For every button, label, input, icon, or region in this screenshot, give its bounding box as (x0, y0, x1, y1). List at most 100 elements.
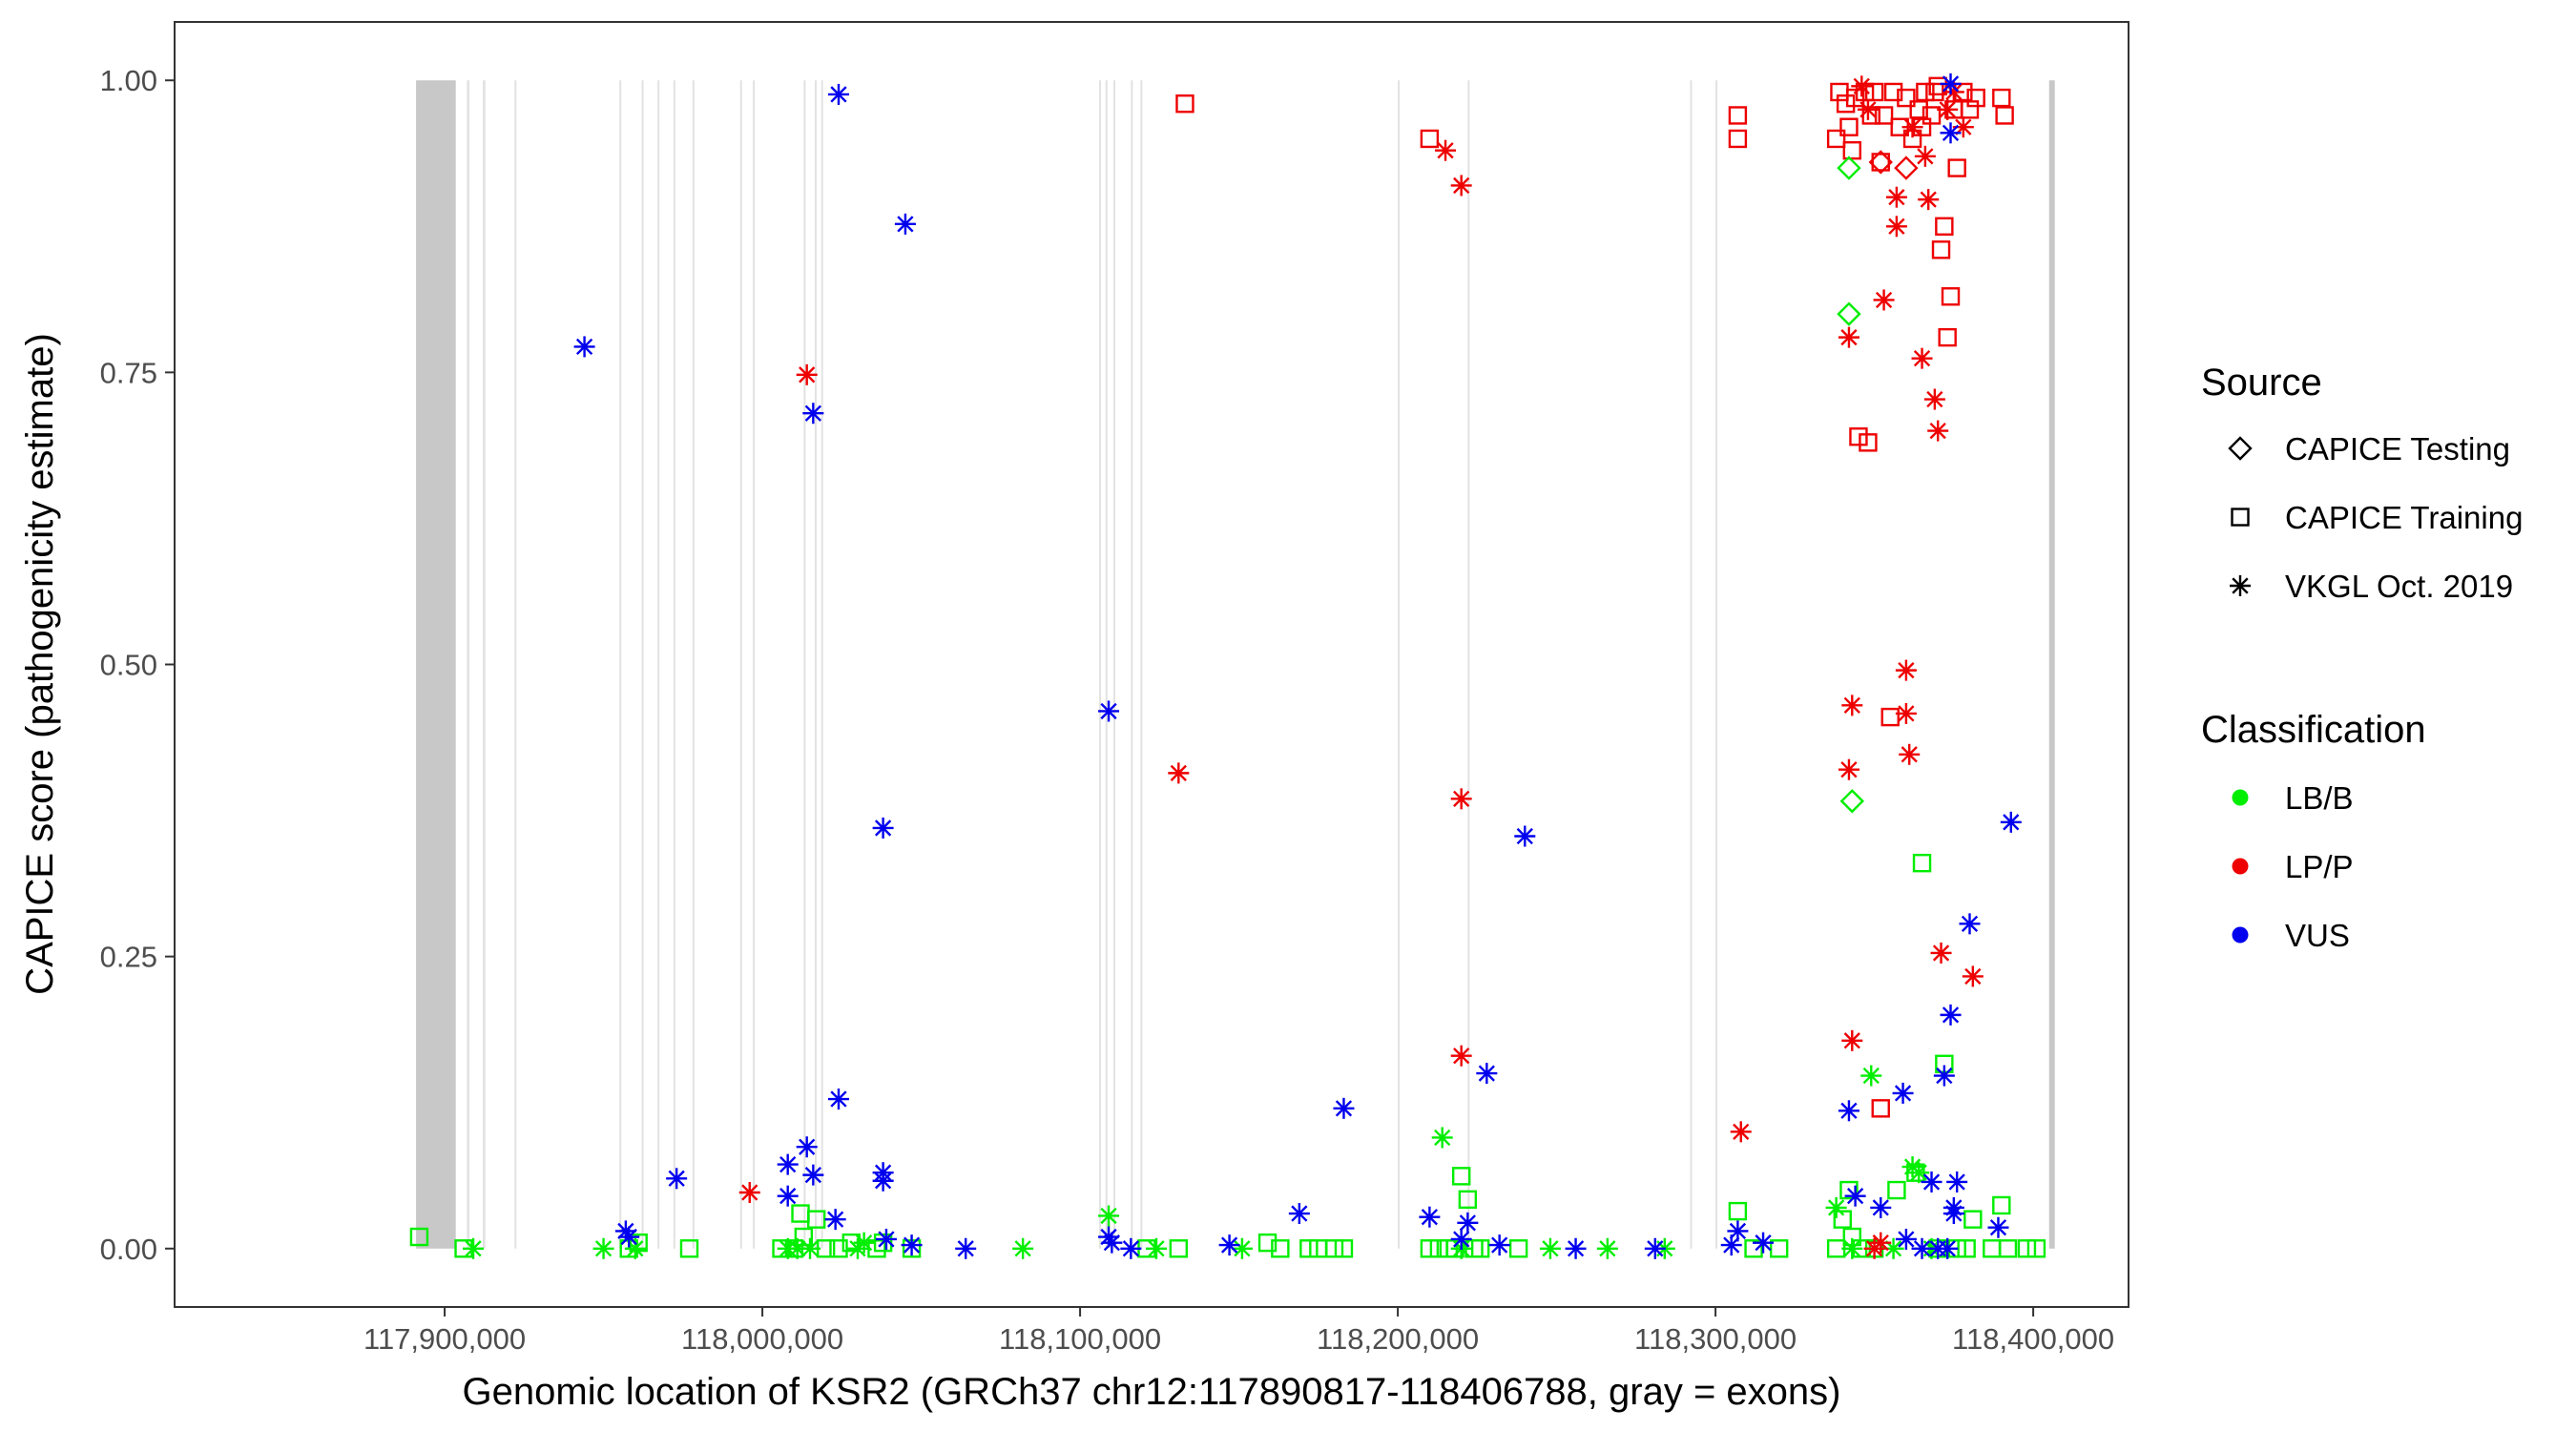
data-point (1450, 788, 1472, 810)
data-point (1837, 301, 1861, 326)
legend-classification-items: LB/B LP/P VUS (2232, 780, 2354, 953)
exon-band (1467, 80, 1470, 1249)
data-point (1931, 240, 1951, 259)
exon-band (2048, 80, 2055, 1249)
data-point (1168, 762, 1190, 784)
legend-source-label: CAPICE Testing (2285, 431, 2510, 467)
data-point (614, 1220, 636, 1242)
data-point (1962, 965, 1984, 987)
exon-band (657, 80, 660, 1249)
data-point (1271, 1239, 1290, 1258)
data-point (1098, 1205, 1120, 1227)
data-point (1324, 1239, 1344, 1258)
data-point (1728, 1201, 1748, 1221)
data-point (1098, 1226, 1120, 1248)
legend-class-label: LP/P (2285, 849, 2354, 884)
data-point (853, 1232, 875, 1254)
legend-classification-title: Classification (2201, 709, 2426, 751)
data-point (1450, 1228, 1472, 1250)
data-point (1960, 100, 1980, 119)
data-point (1992, 88, 2011, 108)
data-point (1946, 1171, 1968, 1192)
data-point (1218, 1234, 1240, 1256)
exon-band (1113, 80, 1116, 1249)
data-point (1841, 1237, 1863, 1259)
data-point (1998, 1239, 2018, 1258)
x-tick-label: 118,000,000 (681, 1322, 843, 1356)
data-point (1930, 942, 1952, 964)
data-point (1880, 707, 1900, 727)
data-point (2017, 1239, 2037, 1258)
data-point (1012, 1237, 1034, 1259)
data-point (1873, 289, 1895, 311)
data-point (1947, 158, 1966, 177)
data-point (1720, 1234, 1742, 1256)
data-point (1841, 695, 1863, 716)
legend-class-label: LB/B (2285, 780, 2354, 816)
data-point (824, 1209, 846, 1231)
data-point (1874, 106, 1894, 125)
data-point (2026, 1239, 2046, 1258)
x-tick-label: 118,200,000 (1317, 1322, 1479, 1356)
data-point (1923, 388, 1945, 410)
data-point (1895, 659, 1917, 681)
data-point (1914, 145, 1936, 167)
data-point (777, 1185, 799, 1207)
data-point (1120, 1237, 1142, 1259)
data-point (1514, 825, 1536, 847)
legend-source-items: CAPICE Testing CAPICE Training VKGL Oct. 2… (2228, 431, 2523, 604)
exon-band (483, 80, 486, 1249)
data-point (1868, 150, 1893, 175)
data-point (1450, 175, 1472, 197)
data-point (1488, 1234, 1510, 1256)
data-point (1476, 1063, 1498, 1085)
data-point (1935, 217, 1954, 236)
data-point (827, 83, 849, 105)
data-point (1435, 139, 1457, 161)
data-point (1728, 129, 1748, 149)
data-point (1940, 1004, 1962, 1026)
legend-source-key (2231, 508, 2250, 527)
data-point (796, 363, 818, 385)
data-point (1859, 433, 1878, 452)
x-axis-title: Genomic location of KSR2 (GRCh37 chr12:1… (463, 1371, 1841, 1413)
data-point (794, 1227, 814, 1247)
data-point (1101, 1232, 1123, 1254)
data-point (1957, 1239, 1976, 1258)
data-point (1826, 129, 1846, 149)
data-point (1921, 1171, 1942, 1192)
data-point (1333, 1097, 1355, 1119)
exon-band (815, 80, 818, 1249)
data-point (1457, 1212, 1479, 1234)
data-point (1922, 106, 1942, 125)
data-point (1098, 700, 1120, 722)
data-point (1420, 129, 1440, 149)
data-point (1744, 1239, 1763, 1258)
legend-class-key (2232, 789, 2249, 806)
data-point (872, 817, 894, 839)
data-point (1885, 186, 1907, 208)
exon-band (1131, 80, 1133, 1249)
exon-band (753, 80, 756, 1249)
data-point (1942, 1203, 1964, 1225)
data-point (1596, 1237, 1618, 1259)
data-point (1937, 98, 1959, 120)
data-point (1992, 1195, 2011, 1215)
legend-classification: Classification LB/B LP/P VUS (2201, 709, 2426, 953)
data-point (829, 1239, 848, 1258)
data-point (1451, 1167, 1471, 1186)
legend-source: Source CAPICE Testing CAPICE Training VKGL… (2201, 362, 2523, 604)
legend-class-key (2232, 858, 2249, 875)
legend-class-key (2232, 926, 2249, 944)
legend-source-label: VKGL Oct. 2019 (2285, 569, 2513, 604)
data-point (1938, 327, 1957, 347)
data-point (1837, 156, 1861, 180)
data-point (1257, 1233, 1278, 1253)
data-point (1644, 1237, 1666, 1259)
data-point (827, 1089, 849, 1110)
exon-band (416, 80, 456, 1249)
data-point (1952, 116, 1974, 138)
exon-band (467, 80, 470, 1249)
data-point (1851, 75, 1873, 97)
data-point (1940, 73, 1962, 94)
